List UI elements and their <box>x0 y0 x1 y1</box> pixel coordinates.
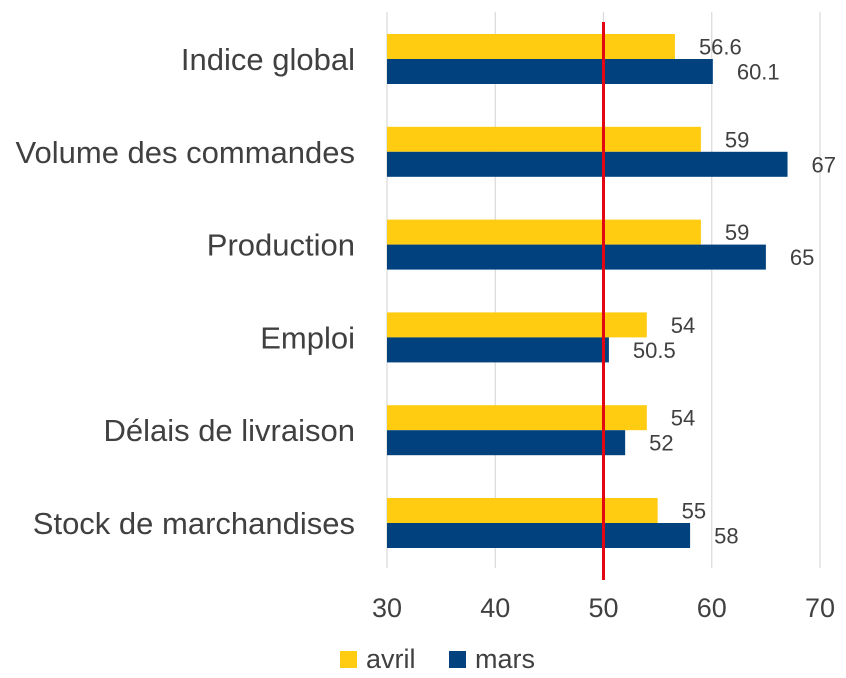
labels: 30 40 50 60 70 Indice global 56.660.1 Volume de… <box>16 35 836 624</box>
bar-mars <box>387 244 766 270</box>
bar-avril <box>387 219 701 245</box>
bar-avril <box>387 34 675 59</box>
data-label-mars: 58 <box>714 524 738 549</box>
data-label-avril: 54 <box>671 406 695 431</box>
bars <box>387 34 788 548</box>
bar-avril <box>387 498 658 523</box>
bar-avril <box>387 312 647 338</box>
x-tick-label: 50 <box>588 593 618 623</box>
bar-avril <box>387 405 647 431</box>
category-label: Volume des commandes <box>16 135 355 170</box>
category-label: Emploi <box>260 320 355 355</box>
data-label-avril: 56.6 <box>699 35 742 60</box>
data-label-mars: 50.5 <box>633 338 676 363</box>
category-label: Production <box>207 228 355 263</box>
legend-label-mars: mars <box>475 644 535 674</box>
category-label: Indice global <box>181 42 355 77</box>
legend-swatch-mars <box>449 651 466 668</box>
x-tick-label: 30 <box>372 593 402 623</box>
x-tick-label: 60 <box>697 593 727 623</box>
legend: avril mars <box>340 644 535 674</box>
bar-mars <box>387 430 626 456</box>
legend-swatch-avril <box>340 651 357 668</box>
x-tick-label: 40 <box>480 593 510 623</box>
x-tick-label: 70 <box>805 593 835 623</box>
data-label-mars: 52 <box>649 431 673 456</box>
data-label-avril: 55 <box>682 499 706 524</box>
data-label-avril: 59 <box>725 220 749 245</box>
bar-mars <box>387 59 713 84</box>
category-label: Stock de marchandises <box>33 506 355 541</box>
legend-label-avril: avril <box>366 644 416 674</box>
bar-mars <box>387 151 788 177</box>
data-label-mars: 67 <box>812 152 836 177</box>
bar-avril <box>387 126 701 152</box>
data-label-mars: 60.1 <box>737 60 780 85</box>
data-label-avril: 54 <box>671 313 695 338</box>
bar-mars <box>387 337 609 363</box>
data-label-avril: 59 <box>725 127 749 152</box>
category-label: Délais de livraison <box>103 413 355 448</box>
data-label-mars: 65 <box>790 245 814 270</box>
bar-mars <box>387 523 691 548</box>
